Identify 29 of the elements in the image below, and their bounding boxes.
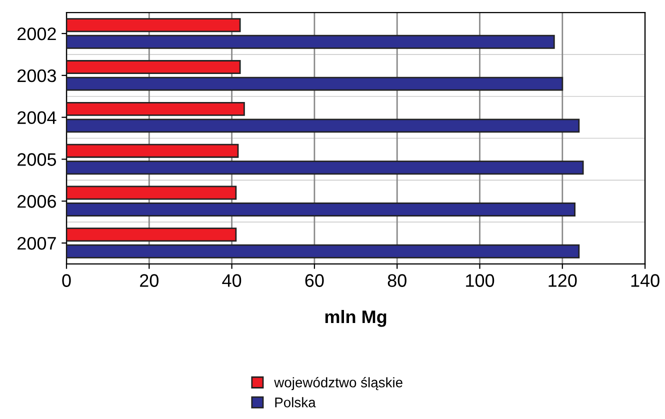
y-tick-label: 2002 [18, 27, 56, 40]
y-tick-label: 2004 [18, 111, 56, 124]
bar [66, 118, 580, 133]
y-tick-label: 2007 [18, 236, 56, 250]
bar [66, 160, 584, 175]
bar [66, 228, 237, 242]
x-tick-label: 80 [388, 274, 406, 287]
x-tick-label: 140 [631, 274, 660, 287]
bar [66, 102, 245, 116]
y-tick-label: 2006 [18, 195, 56, 208]
legend-label: Polska [275, 397, 316, 408]
x-tick-label: 40 [222, 274, 242, 287]
x-tick-label: 60 [305, 274, 324, 287]
y-tick-label: 2003 [18, 69, 56, 82]
x-tick-label: 0 [62, 274, 71, 287]
bar [66, 202, 576, 216]
y-tick-label: 2005 [18, 153, 56, 166]
bar [66, 34, 555, 49]
bar [66, 186, 237, 200]
bar [66, 60, 241, 74]
bar [66, 76, 564, 91]
x-tick-label: 100 [466, 274, 494, 287]
legend-label: województwo śląskie [274, 377, 402, 390]
bar [66, 244, 580, 258]
bar [66, 18, 241, 32]
x-axis-title: mln Mg [325, 310, 386, 327]
x-tick-label: 120 [548, 274, 577, 287]
x-tick-label: 20 [140, 274, 158, 287]
bar [66, 144, 239, 158]
